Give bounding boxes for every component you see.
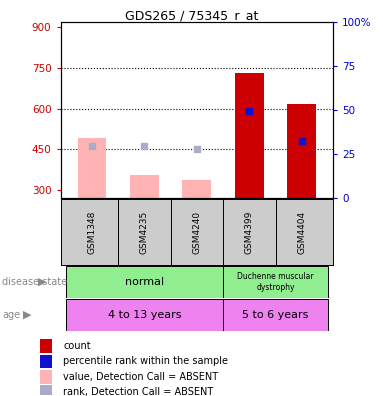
Text: value, Detection Call = ABSENT: value, Detection Call = ABSENT xyxy=(63,372,218,382)
Text: count: count xyxy=(63,341,91,351)
Bar xyxy=(66,299,223,331)
Bar xyxy=(182,180,211,198)
Text: ▶: ▶ xyxy=(23,310,31,320)
Text: normal: normal xyxy=(125,277,164,287)
Bar xyxy=(287,105,316,198)
Text: GSM4240: GSM4240 xyxy=(192,211,201,253)
Text: 4 to 13 years: 4 to 13 years xyxy=(108,310,181,320)
Bar xyxy=(40,339,52,353)
Bar xyxy=(66,266,223,298)
Bar xyxy=(223,299,328,331)
Text: GSM4399: GSM4399 xyxy=(245,210,254,254)
Text: Duchenne muscular
dystrophy: Duchenne muscular dystrophy xyxy=(237,272,314,291)
Bar xyxy=(130,175,159,198)
Text: GSM1348: GSM1348 xyxy=(87,210,97,254)
Text: GDS265 / 75345_r_at: GDS265 / 75345_r_at xyxy=(125,9,258,21)
Text: disease state: disease state xyxy=(2,277,67,287)
Bar xyxy=(77,138,106,198)
Bar xyxy=(40,385,52,396)
Bar xyxy=(223,266,328,298)
Bar xyxy=(40,355,52,368)
Text: ▶: ▶ xyxy=(38,277,46,287)
Text: GSM4404: GSM4404 xyxy=(297,211,306,253)
Bar xyxy=(40,370,52,384)
Text: 5 to 6 years: 5 to 6 years xyxy=(242,310,309,320)
Bar xyxy=(235,73,264,198)
Text: rank, Detection Call = ABSENT: rank, Detection Call = ABSENT xyxy=(63,387,213,396)
Text: percentile rank within the sample: percentile rank within the sample xyxy=(63,356,228,366)
Text: age: age xyxy=(2,310,20,320)
Text: GSM4235: GSM4235 xyxy=(140,210,149,254)
